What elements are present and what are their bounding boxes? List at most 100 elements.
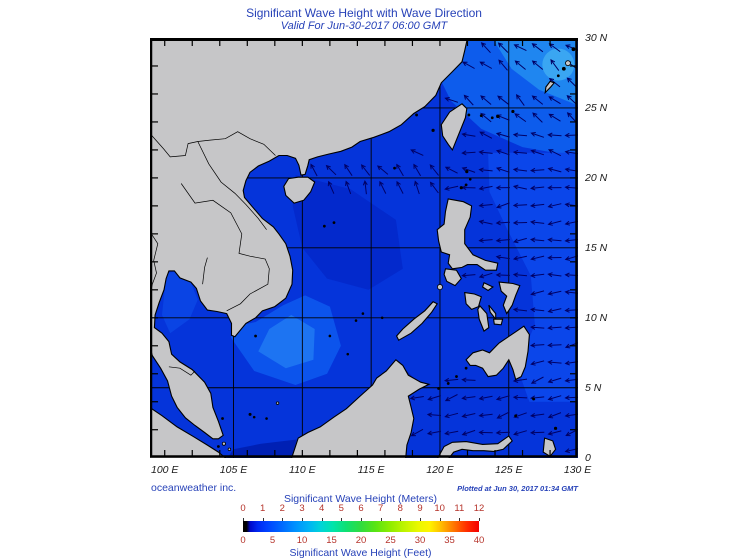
island	[459, 186, 463, 190]
colorbar-gradient	[243, 521, 479, 532]
meters-tick-label: 9	[417, 503, 423, 514]
lat-label: 10 N	[585, 311, 608, 324]
island	[265, 417, 268, 420]
lat-label: 0	[585, 451, 591, 464]
meters-tick-label: 4	[319, 503, 325, 514]
country-border	[202, 257, 208, 285]
island	[354, 319, 358, 322]
feet-tick-label: 30	[414, 535, 426, 546]
island	[556, 74, 560, 78]
feet-tick-label: 5	[269, 535, 276, 546]
island	[553, 426, 558, 430]
island	[332, 221, 336, 225]
island	[479, 114, 483, 118]
landmass	[492, 318, 504, 326]
island	[436, 284, 443, 291]
meters-tick-label: 12	[473, 503, 485, 514]
map-plot-area	[149, 37, 579, 460]
feet-tick-label: 25	[385, 535, 396, 546]
country-border	[197, 141, 267, 230]
island	[221, 441, 226, 446]
meters-tick-label: 0	[240, 503, 246, 514]
island	[571, 47, 576, 52]
lon-label: 115 E	[357, 464, 385, 476]
wave-map-svg	[149, 37, 579, 460]
island	[561, 66, 566, 71]
island	[496, 114, 500, 119]
feet-tick-label: 20	[355, 535, 367, 546]
landmass	[436, 198, 499, 271]
colorbar-tick	[321, 518, 323, 521]
lon-label: 120 E	[426, 464, 454, 476]
meters-tick-label: 7	[378, 503, 384, 514]
colorbar-tick	[302, 518, 303, 521]
sea-shade-patch	[292, 175, 403, 290]
island	[221, 417, 224, 420]
island	[275, 401, 280, 405]
meters-tick-label: 8	[397, 503, 403, 514]
colorbar-tick	[420, 518, 421, 521]
landmass	[443, 268, 462, 287]
sea-shade-patch	[542, 48, 575, 81]
meters-tick-label: 10	[434, 503, 445, 514]
island	[216, 445, 220, 448]
colorbar-tick	[282, 518, 284, 521]
lon-label: 105 E	[219, 464, 248, 476]
landmass	[477, 304, 490, 332]
meters-tick-label: 3	[299, 503, 305, 514]
sea-shade-patch	[258, 315, 315, 369]
country-border	[180, 183, 270, 312]
island	[361, 312, 365, 315]
feet-tick-label: 0	[240, 535, 246, 546]
meters-tick-label: 11	[454, 503, 465, 514]
island	[437, 387, 440, 390]
island	[380, 316, 384, 320]
island	[227, 447, 232, 452]
valid-time-subtitle: Valid For Jun-30-2017 06:00 GMT	[280, 20, 448, 32]
colorbar-title-feet: Significant Wave Height (Feet)	[289, 547, 432, 559]
island	[322, 224, 326, 228]
colorbar-tick	[361, 518, 362, 521]
colorbar-tick	[439, 518, 441, 521]
landmass	[465, 325, 530, 381]
colorbar-tick	[262, 518, 264, 521]
island	[464, 183, 468, 187]
lat-label: 5 N	[585, 381, 602, 394]
colorbar-tick	[459, 518, 461, 521]
feet-tick-label: 15	[326, 535, 337, 546]
colorbar-tick	[341, 518, 343, 521]
meters-tick-label: 2	[279, 503, 285, 514]
island	[511, 109, 515, 114]
island	[254, 334, 257, 338]
island	[532, 397, 535, 401]
island	[431, 128, 435, 132]
sea-shade-patch	[488, 152, 578, 402]
island	[248, 412, 252, 416]
landmass	[544, 80, 556, 95]
wave-direction-arrows	[310, 42, 579, 454]
country-border	[168, 366, 196, 376]
landmass	[149, 37, 469, 440]
island	[514, 414, 518, 418]
colorbar-title-meters: Significant Wave Height (Meters)	[283, 493, 438, 505]
island	[393, 166, 396, 170]
landmass	[481, 282, 494, 292]
landmass	[542, 437, 557, 458]
landmass	[498, 281, 521, 315]
island	[565, 60, 571, 67]
lon-label: 130 E	[563, 464, 592, 476]
meters-tick-label: 6	[358, 503, 364, 514]
lat-label: 25 N	[585, 101, 608, 114]
lon-label: 125 E	[495, 464, 523, 476]
island	[328, 334, 332, 338]
colorbar-tick	[400, 518, 402, 521]
island	[465, 170, 469, 174]
feet-tick-label: 40	[473, 535, 485, 546]
landmass	[283, 176, 316, 204]
island	[467, 113, 471, 117]
country-border	[149, 131, 276, 158]
island	[346, 352, 350, 356]
landmass	[464, 291, 482, 311]
lat-label: 15 N	[585, 241, 608, 254]
oceanweather-credit: oceanweather inc.	[151, 482, 237, 494]
